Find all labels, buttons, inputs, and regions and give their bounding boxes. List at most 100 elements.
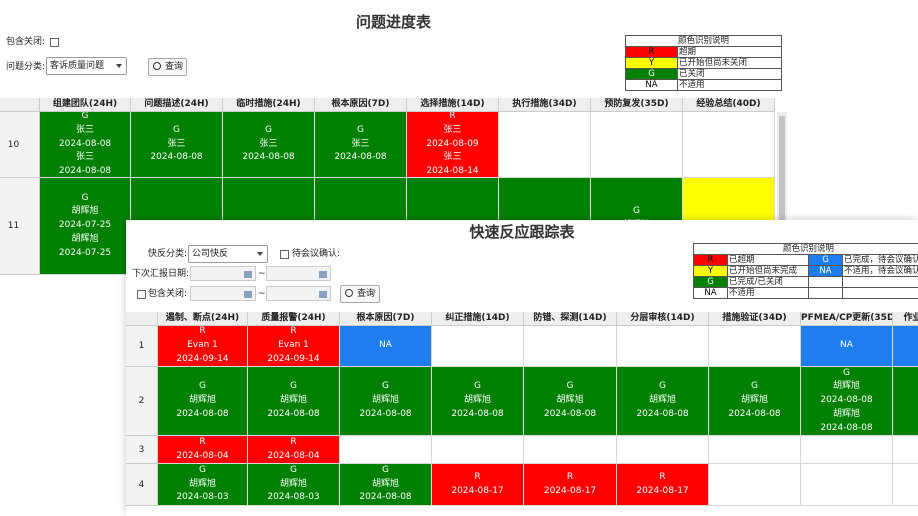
status-cell [499, 112, 591, 178]
cell-text: 2024-08-08 [242, 152, 295, 163]
legend-title: 颜色识别说明 [694, 244, 918, 255]
legend-code: NA [694, 288, 728, 299]
scrollbar-thumb[interactable] [779, 116, 785, 226]
category-select[interactable]: 客诉质量问题 [46, 57, 127, 75]
checkbox[interactable] [280, 250, 289, 259]
cell-text: G [173, 124, 180, 135]
query-button[interactable]: 查询 [340, 285, 380, 303]
cell-text: 胡辉旭 [71, 233, 99, 244]
cell-text: 张三 [259, 138, 278, 149]
cell-text: 胡辉旭 [188, 395, 216, 406]
legend-text: 不适用 [728, 288, 809, 299]
filter-label: 包含关闭: [6, 37, 46, 47]
row-label: 11 [0, 178, 40, 275]
cell-text: 胡辉旭 [371, 395, 399, 406]
cell-text: R [449, 112, 456, 122]
cell-text: 2024-08-14 [426, 166, 479, 177]
column-header: 措施验证(34D) [709, 312, 801, 326]
cell-text: G [382, 464, 389, 475]
status-cell: G 胡辉旭 2024-08-08 [340, 464, 432, 506]
cell-text: 胡辉旭 [463, 395, 491, 406]
cell-text: 胡辉旭 [832, 408, 860, 419]
date-input[interactable] [266, 286, 331, 301]
legend-text: 已开始但尚未完成 [728, 266, 809, 277]
scrollbar[interactable] [777, 112, 787, 276]
legend-text: 已完成，待会议确认 [843, 255, 918, 266]
cell-text: 2024-09-14 [267, 353, 320, 364]
cell-text: 2024-08-03 [176, 492, 229, 503]
cell-text: 2024-08-08 [58, 138, 112, 149]
status-cell: R 2024-08-04 [158, 436, 248, 464]
status-cell: G 胡辉旭 2024-08-08 [248, 367, 340, 436]
legend-text [843, 288, 918, 299]
legend-code [809, 288, 843, 299]
cell-text: R [474, 471, 481, 482]
header-corner [0, 98, 40, 112]
column-header: 临时措施(24H) [223, 98, 315, 112]
cell-text: Evan 1 [278, 340, 309, 351]
status-cell: R 2024-08-17 [617, 464, 709, 506]
cell-text: 2024-08-04 [267, 450, 320, 461]
category-select[interactable]: 公司快反 [188, 245, 268, 263]
cell-text: G [843, 367, 850, 378]
cell-text: G [81, 112, 89, 122]
cell-text: G [382, 381, 389, 392]
query-button[interactable]: 查询 [148, 58, 187, 76]
cell-text: 2024-08-08 [820, 395, 873, 406]
checkbox[interactable] [50, 38, 59, 47]
row-label: 1 [126, 326, 158, 367]
status-cell [432, 326, 524, 367]
status-cell [524, 326, 617, 367]
column-header: PFMEA/CP更新(35D) [801, 312, 893, 326]
row-label: 3 [126, 436, 158, 464]
status-cell [801, 464, 893, 506]
status-cell: G 胡辉旭 2024-08-08 [158, 367, 248, 436]
cell-text: 2024-08-08 [150, 152, 203, 163]
status-cell [617, 436, 709, 464]
cell-text: 张三 [75, 152, 94, 163]
date-input[interactable] [266, 266, 331, 281]
cell-text: R [290, 326, 297, 337]
status-cell: NA [340, 326, 432, 367]
cell-text: G [290, 464, 297, 475]
legend-text: 已开始但尚未关闭 [678, 58, 782, 69]
filter-label: 包含关闭: [148, 289, 188, 299]
column-header: 问题描述(24H) [131, 98, 223, 112]
status-cell: R 张三 2024-08-09 张三 2024-08-14 [407, 112, 499, 178]
cell-text: 胡辉旭 [371, 478, 399, 489]
column-header: 经验总结(40D) [683, 98, 775, 112]
cell-text: R [199, 326, 206, 337]
status-cell: G 张三 2024-08-08 [223, 112, 315, 178]
column-header: 执行措施(34D) [499, 98, 591, 112]
column-header: 纠正措施(14D) [432, 312, 524, 326]
cell-text: Evan 1 [187, 340, 218, 351]
cell-text: G [290, 381, 297, 392]
cell-text: 2024-08-03 [267, 492, 320, 503]
column-header: 根本原因(7D) [340, 312, 432, 326]
status-cell: R Evan 1 2024-09-14 [158, 326, 248, 367]
row-label: 2 [126, 367, 158, 436]
status-cell [591, 112, 683, 178]
cell-text: 2024-08-08 [451, 408, 504, 419]
status-cell [683, 112, 775, 178]
status-cell: G 胡辉旭 2024-08-08 [617, 367, 709, 436]
cell-text: 胡辉旭 [279, 478, 307, 489]
filter-label: 待会议确认: [292, 249, 341, 259]
cell-text: 2024-08-08 [176, 408, 229, 419]
cell-text: G [81, 192, 89, 203]
cell-text: G [199, 464, 206, 475]
date-input[interactable] [190, 286, 256, 301]
cell-text: NA [840, 340, 853, 351]
column-header: 组建团队(24H) [40, 98, 131, 112]
column-header: 根本原因(7D) [315, 98, 407, 112]
checkbox[interactable] [137, 290, 146, 299]
date-input[interactable] [190, 266, 256, 281]
cell-text: 2024-07-25 [58, 220, 112, 231]
legend-code: Y [626, 58, 678, 69]
legend-text: 超期 [678, 47, 782, 58]
quick-response-window: 快速反应跟踪表 快反分类: 公司快反 待会议确认: 下次汇报日期: ~ 包含关闭… [126, 220, 918, 516]
cell-text: G [265, 124, 272, 135]
status-cell [340, 436, 432, 464]
status-cell: G 张三 2024-08-08 张三 2024-08-08 [40, 112, 131, 178]
legend-code: G [694, 277, 728, 288]
